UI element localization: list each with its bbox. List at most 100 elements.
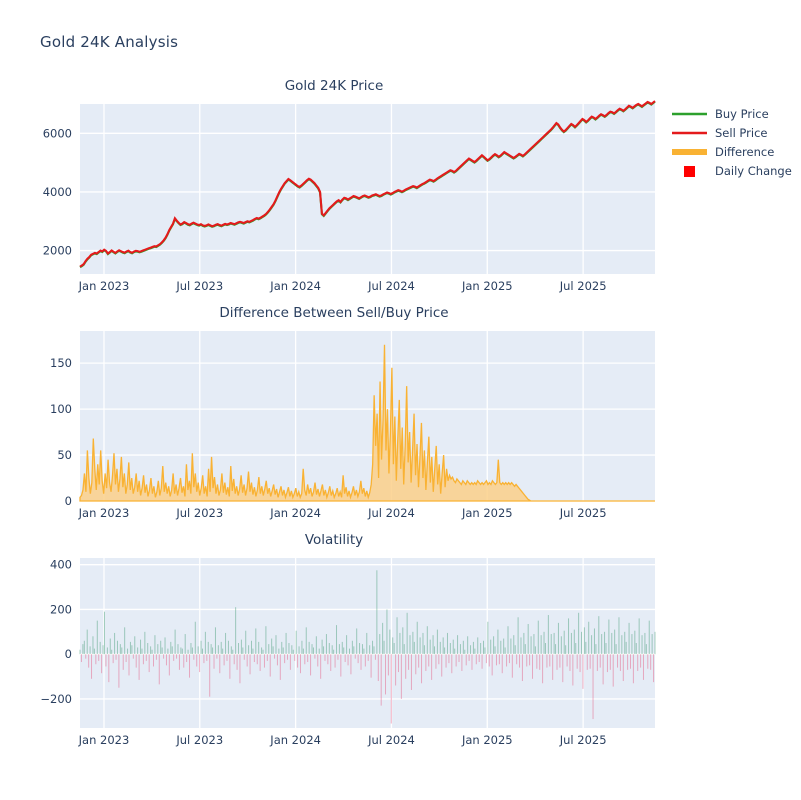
- volatility-bar: [589, 654, 591, 669]
- volatility-bar: [400, 654, 402, 699]
- volatility-bar: [194, 621, 196, 655]
- volatility-bar: [389, 629, 391, 655]
- volatility-bar: [480, 643, 482, 655]
- volatility-bar: [635, 643, 637, 655]
- chart-title-difference: Difference Between Sell/Buy Price: [219, 305, 449, 321]
- volatility-bar: [350, 654, 352, 675]
- volatility-bar: [612, 654, 614, 687]
- volatility-bar: [478, 654, 480, 663]
- volatility-bar: [361, 644, 363, 655]
- volatility-bar: [523, 632, 525, 655]
- volatility-bar: [385, 654, 387, 695]
- chart-panel-volatility: Volatility −200 0 200 400 Jan 2023 Jul 2023 Ja…: [0, 532, 668, 747]
- volatility-bar: [197, 646, 199, 655]
- volatility-bar: [618, 617, 620, 655]
- volatility-bar: [364, 654, 366, 667]
- volatility-bar: [579, 654, 581, 673]
- volatility-bar: [115, 654, 117, 660]
- volatility-bar: [599, 654, 601, 668]
- volatility-bar: [80, 654, 82, 663]
- volatility-bar: [135, 654, 137, 668]
- volatility-bar: [275, 635, 277, 655]
- volatility-bar: [209, 654, 211, 697]
- volatility-bar: [575, 643, 577, 655]
- volatility-bar: [409, 635, 411, 655]
- volatility-bar: [565, 645, 567, 655]
- volatility-bar: [89, 646, 91, 655]
- volatility-bar: [436, 629, 438, 655]
- volatility-bar: [408, 654, 410, 670]
- volatility-bar: [259, 654, 261, 671]
- volatility-bar: [485, 654, 487, 664]
- legend-label-1: Sell Price: [715, 126, 767, 140]
- volatility-bar: [439, 641, 441, 655]
- volatility-bar: [617, 654, 619, 668]
- volatility-bar: [337, 654, 339, 660]
- volatility-bar: [157, 644, 159, 655]
- volatility-bar: [324, 654, 326, 661]
- x-tick-label: Jul 2023: [175, 733, 223, 747]
- volatility-bar: [533, 634, 535, 655]
- volatility-bar: [243, 654, 245, 660]
- volatility-bar: [210, 644, 212, 655]
- volatility-bar: [423, 645, 425, 655]
- volatility-bar: [570, 632, 572, 655]
- volatility-bar: [79, 649, 81, 655]
- volatility-bar: [619, 654, 621, 671]
- volatility-bar: [200, 640, 202, 655]
- volatility-bar: [341, 641, 343, 655]
- volatility-bar: [491, 654, 493, 676]
- volatility-bar: [650, 654, 652, 670]
- volatility-bar: [134, 636, 136, 655]
- volatility-bar: [508, 654, 510, 664]
- x-tick-label: Jan 2023: [78, 279, 130, 293]
- volatility-bar: [327, 654, 329, 665]
- volatility-bar: [353, 646, 355, 655]
- volatility-bar: [82, 644, 84, 655]
- volatility-bar: [572, 654, 574, 686]
- volatility-bar: [248, 645, 250, 655]
- volatility-bar: [503, 638, 505, 655]
- volatility-bar: [131, 645, 133, 655]
- volatility-bar: [258, 641, 260, 655]
- volatility-bar: [383, 640, 385, 655]
- volatility-bar: [98, 654, 100, 661]
- volatility-bar: [160, 640, 162, 655]
- volatility-bar: [190, 643, 192, 655]
- volatility-bar: [628, 622, 630, 655]
- volatility-bar: [602, 654, 604, 685]
- volatility-bar: [92, 636, 94, 655]
- volatility-bar: [648, 620, 650, 655]
- page-title: Gold 24K Analysis: [40, 33, 179, 51]
- volatility-bar: [521, 654, 523, 682]
- volatility-bar: [588, 621, 590, 655]
- volatility-bar: [497, 629, 499, 655]
- volatility-bar: [586, 654, 588, 670]
- volatility-bar: [645, 644, 647, 655]
- volatility-bar: [441, 654, 443, 677]
- x-tick-label: Jan 2023: [78, 506, 130, 520]
- volatility-bar: [167, 648, 169, 655]
- volatility-bar: [416, 621, 418, 655]
- volatility-bar: [181, 648, 183, 655]
- volatility-bar: [105, 654, 107, 667]
- volatility-bar: [529, 654, 531, 666]
- volatility-bar: [501, 654, 503, 674]
- volatility-bar: [282, 647, 284, 655]
- volatility-bar: [127, 648, 129, 655]
- difference-plot-area: [80, 331, 655, 501]
- volatility-bar: [238, 643, 240, 655]
- volatility-bar: [484, 647, 486, 655]
- x-tick-label: Jan 2024: [269, 506, 321, 520]
- volatility-bar: [256, 654, 258, 665]
- volatility-bar: [225, 632, 227, 655]
- volatility-bar: [621, 635, 623, 655]
- volatility-bar: [315, 636, 317, 655]
- volatility-bar: [176, 654, 178, 659]
- volatility-bar: [406, 612, 408, 655]
- volatility-bar: [201, 648, 203, 655]
- x-tick-label: Jul 2024: [367, 733, 415, 747]
- volatility-bar: [596, 654, 598, 671]
- legend-label-3: Daily Change: [715, 164, 792, 178]
- volatility-bar: [338, 644, 340, 655]
